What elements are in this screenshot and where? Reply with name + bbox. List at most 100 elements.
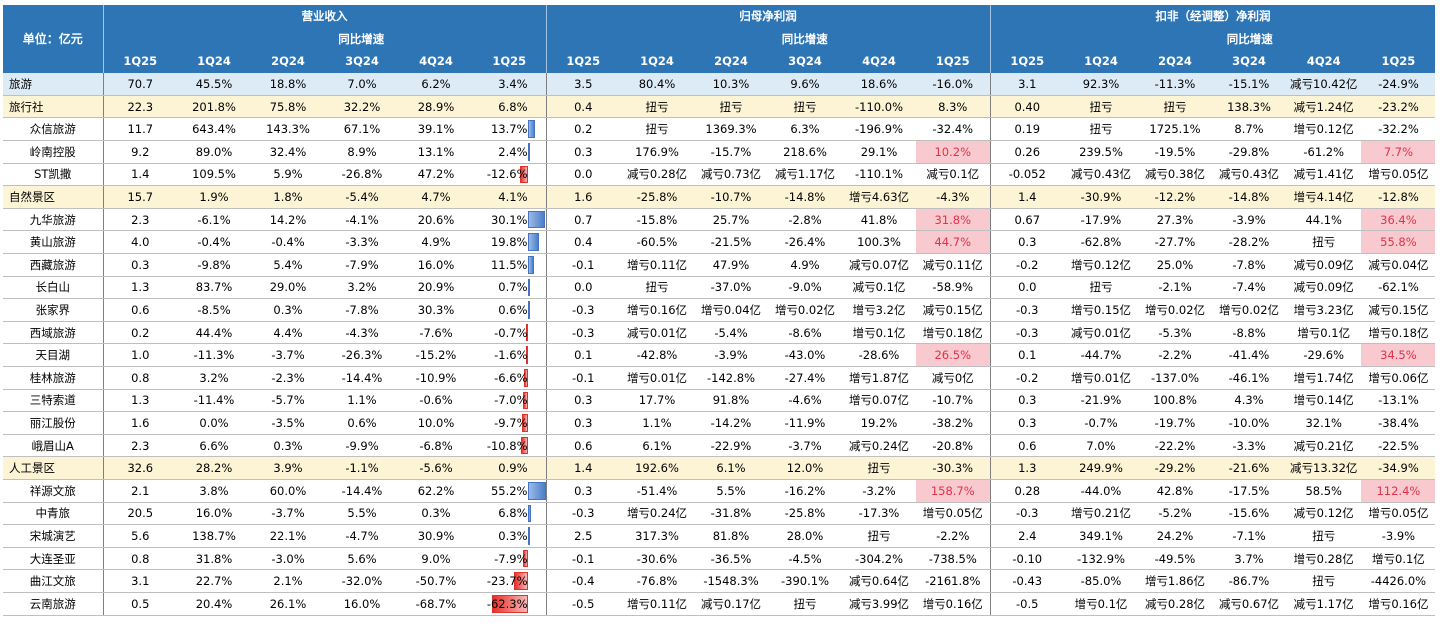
cell-value: -26.4% <box>768 230 842 255</box>
cell-value: -6.1% <box>177 208 251 232</box>
cell-value: 218.6% <box>768 140 842 164</box>
column-header: 1Q25 <box>989 50 1064 73</box>
cell-value: -4.1% <box>325 208 399 232</box>
cell-value: 36.4% <box>1361 208 1436 232</box>
group-header-net-profit: 归母净利润 <box>545 5 990 28</box>
cell-value: 0.9% <box>498 461 528 476</box>
cell-value: 42.8% <box>1138 479 1212 503</box>
revenue-growth-bar-cell: -12.6% <box>473 163 547 187</box>
cell-value: -23.2% <box>1361 95 1436 119</box>
cell-value: 扭亏 <box>842 524 916 548</box>
cell-value: -0.5 <box>989 592 1064 616</box>
cell-value: -34.9% <box>1361 456 1436 480</box>
cell-value: 192.6% <box>620 456 694 480</box>
cell-value: 11.5% <box>490 257 528 272</box>
row-name: ST凯撒 <box>3 163 103 187</box>
cell-value: -6.8% <box>399 434 473 458</box>
cell-value: 减亏0.15亿 <box>1361 298 1436 322</box>
revenue-growth-bar-cell: 11.5% <box>473 253 547 277</box>
table-row: 大连圣亚 0.8 31.8% -3.0% 5.6% 9.0% -7.9% -0.1 -30.6%… <box>3 547 1436 571</box>
cell-value: -3.9% <box>1361 524 1436 548</box>
row-name: 张家界 <box>3 298 103 322</box>
table-row: 众信旅游 11.7 643.4% 143.3% 67.1% 39.1% 13.7% 0.2 扭亏… <box>3 117 1436 142</box>
cell-value: -6.6% <box>494 370 528 385</box>
cell-value: -738.5% <box>916 547 990 571</box>
cell-value: 32.6 <box>102 456 177 480</box>
cell-value: 8.9% <box>325 140 399 164</box>
cell-value: -142.8% <box>694 366 768 390</box>
table-row: 峨眉山A 2.3 6.6% 0.3% -9.9% -6.8% -10.8% 0.6 6.1% -2… <box>3 434 1436 458</box>
cell-value: 1.3 <box>102 276 177 300</box>
cell-value: 0.2 <box>545 117 620 142</box>
cell-value: 45.5% <box>177 72 251 96</box>
cell-value: -30.6% <box>620 547 694 571</box>
cell-value: 增亏0.05亿 <box>1361 502 1436 526</box>
cell-value: 29.0% <box>251 276 325 300</box>
cell-value: -11.9% <box>768 411 842 435</box>
row-name: 黄山旅游 <box>3 230 103 255</box>
cell-value: 44.4% <box>177 321 251 345</box>
cell-value: -32.2% <box>1361 117 1436 142</box>
cell-value: 增亏0.1亿 <box>1286 321 1362 345</box>
cell-value: -0.4% <box>251 230 325 255</box>
revenue-growth-bar-cell: -7.9% <box>473 547 547 571</box>
row-name: 天目湖 <box>3 343 103 367</box>
cell-value: -42.8% <box>620 343 694 367</box>
cell-value: -2.1% <box>1138 276 1212 300</box>
cell-value: 0.3 <box>102 253 177 277</box>
revenue-growth-bar-cell: 6.8% <box>473 502 547 526</box>
cell-value: -11.3% <box>1138 72 1212 96</box>
cell-value: 249.9% <box>1064 456 1138 480</box>
cell-value: 减亏0.04亿 <box>1361 253 1436 277</box>
cell-value: -3.9% <box>1212 208 1286 232</box>
cell-value: 增亏0.02亿 <box>768 298 842 322</box>
cell-value: 增亏0.16亿 <box>1361 592 1436 616</box>
row-name: 自然景区 <box>3 185 103 209</box>
cell-value: 减亏0.64亿 <box>842 569 916 593</box>
cell-value: -30.9% <box>1064 185 1138 209</box>
cell-value: -32.0% <box>325 569 399 593</box>
cell-value: 55.2% <box>490 483 528 498</box>
cell-value: 扭亏 <box>842 456 916 480</box>
column-header: 1Q24 <box>177 50 251 73</box>
cell-value: 0.0% <box>177 411 251 435</box>
cell-value: -13.1% <box>1361 389 1436 413</box>
table-row: 中青旅 20.5 16.0% -3.7% 5.5% 0.3% 6.8% -0.3 增亏0.24亿… <box>3 502 1436 526</box>
cell-value: 增亏0.07亿 <box>842 389 916 413</box>
revenue-growth-bar-cell: -9.7% <box>473 411 547 435</box>
cell-value: 83.7% <box>177 276 251 300</box>
cell-value: 增亏0.12亿 <box>1064 253 1138 277</box>
cell-value: 增亏0.28亿 <box>1286 547 1362 571</box>
cell-value: -110.1% <box>842 163 916 187</box>
cell-value: -29.2% <box>1138 456 1212 480</box>
cell-value: -12.6% <box>486 167 528 182</box>
cell-value: 0.4 <box>545 230 620 255</box>
cell-value: 减亏1.24亿 <box>1286 95 1362 119</box>
cell-value: 11.7 <box>102 117 177 142</box>
cell-value: 增亏0.15亿 <box>1064 298 1138 322</box>
cell-value: 4.4% <box>251 321 325 345</box>
positive-growth-bar <box>527 120 536 139</box>
cell-value: 增亏0.18亿 <box>916 321 990 345</box>
cell-value: 3.2% <box>325 276 399 300</box>
cell-value: 6.6% <box>177 434 251 458</box>
row-name: 人工景区 <box>3 456 103 480</box>
cell-value: 减亏10.42亿 <box>1286 72 1362 96</box>
cell-value: -29.6% <box>1286 343 1362 367</box>
cell-value: 增亏0.1亿 <box>842 321 916 345</box>
cell-value: 1369.3% <box>694 117 768 142</box>
cell-value: -3.7% <box>768 434 842 458</box>
negative-growth-bar <box>523 369 528 387</box>
cell-value: -7.9% <box>494 551 528 566</box>
cell-value: -2.2% <box>1138 343 1212 367</box>
cell-value: -9.7% <box>494 415 528 430</box>
table-row: 张家界 0.6 -8.5% 0.3% -7.8% 30.3% 0.6% -0.3 增亏0.16亿… <box>3 298 1436 322</box>
cell-value: -0.2 <box>989 253 1064 277</box>
negative-growth-bar <box>523 391 528 410</box>
row-name: 三特索道 <box>3 389 103 413</box>
table-row: 岭南控股 9.2 89.0% 32.4% 8.9% 13.1% 2.4% 0.3 176.9% -… <box>3 140 1436 164</box>
cell-value: 0.3 <box>545 140 620 164</box>
cell-value: 1.6 <box>102 411 177 435</box>
positive-growth-bar <box>527 481 545 500</box>
cell-value: -4.7% <box>325 524 399 548</box>
